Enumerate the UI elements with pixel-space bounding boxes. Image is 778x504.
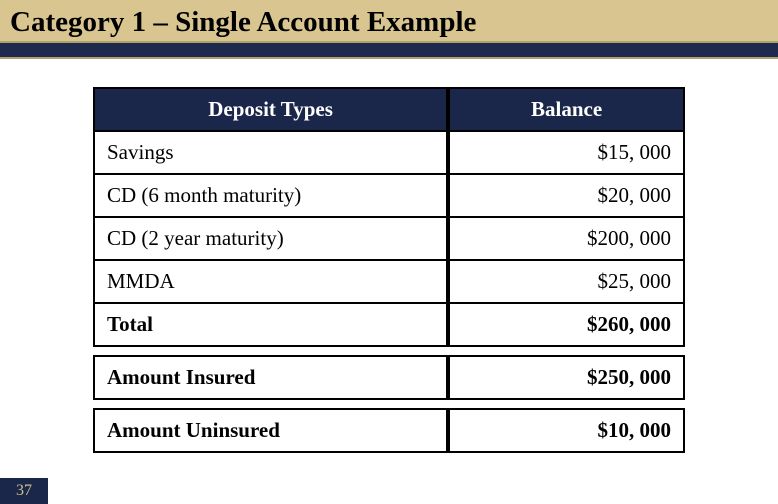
table-row-uninsured: Amount Uninsured $10, 000 [93, 408, 685, 453]
title-bar: Category 1 – Single Account Example [0, 0, 778, 41]
col-header-type: Deposit Types [93, 87, 448, 132]
cell-balance: $260, 000 [448, 304, 685, 347]
cell-balance: $10, 000 [448, 408, 685, 453]
cell-type: MMDA [93, 261, 448, 304]
table-header-row: Deposit Types Balance [93, 87, 685, 132]
cell-balance: $25, 000 [448, 261, 685, 304]
slide-title: Category 1 – Single Account Example [10, 6, 768, 39]
table-row: CD (2 year maturity) $200, 000 [93, 218, 685, 261]
cell-type: Amount Uninsured [93, 408, 448, 453]
table-row-insured: Amount Insured $250, 000 [93, 355, 685, 400]
deposit-table-container: Deposit Types Balance Savings $15, 000 C… [93, 87, 685, 453]
title-stripe [0, 41, 778, 59]
page-number: 37 [0, 478, 48, 504]
cell-balance: $250, 000 [448, 355, 685, 400]
cell-balance: $20, 000 [448, 175, 685, 218]
cell-type: Total [93, 304, 448, 347]
table-row: Savings $15, 000 [93, 132, 685, 175]
col-header-balance: Balance [448, 87, 685, 132]
cell-balance: $15, 000 [448, 132, 685, 175]
table-spacer [93, 400, 685, 408]
cell-type: CD (6 month maturity) [93, 175, 448, 218]
table-row: CD (6 month maturity) $20, 000 [93, 175, 685, 218]
table-row-total: Total $260, 000 [93, 304, 685, 347]
cell-type: Amount Insured [93, 355, 448, 400]
deposit-table: Deposit Types Balance Savings $15, 000 C… [93, 87, 685, 453]
cell-balance: $200, 000 [448, 218, 685, 261]
table-row: MMDA $25, 000 [93, 261, 685, 304]
cell-type: Savings [93, 132, 448, 175]
table-spacer [93, 347, 685, 355]
cell-type: CD (2 year maturity) [93, 218, 448, 261]
